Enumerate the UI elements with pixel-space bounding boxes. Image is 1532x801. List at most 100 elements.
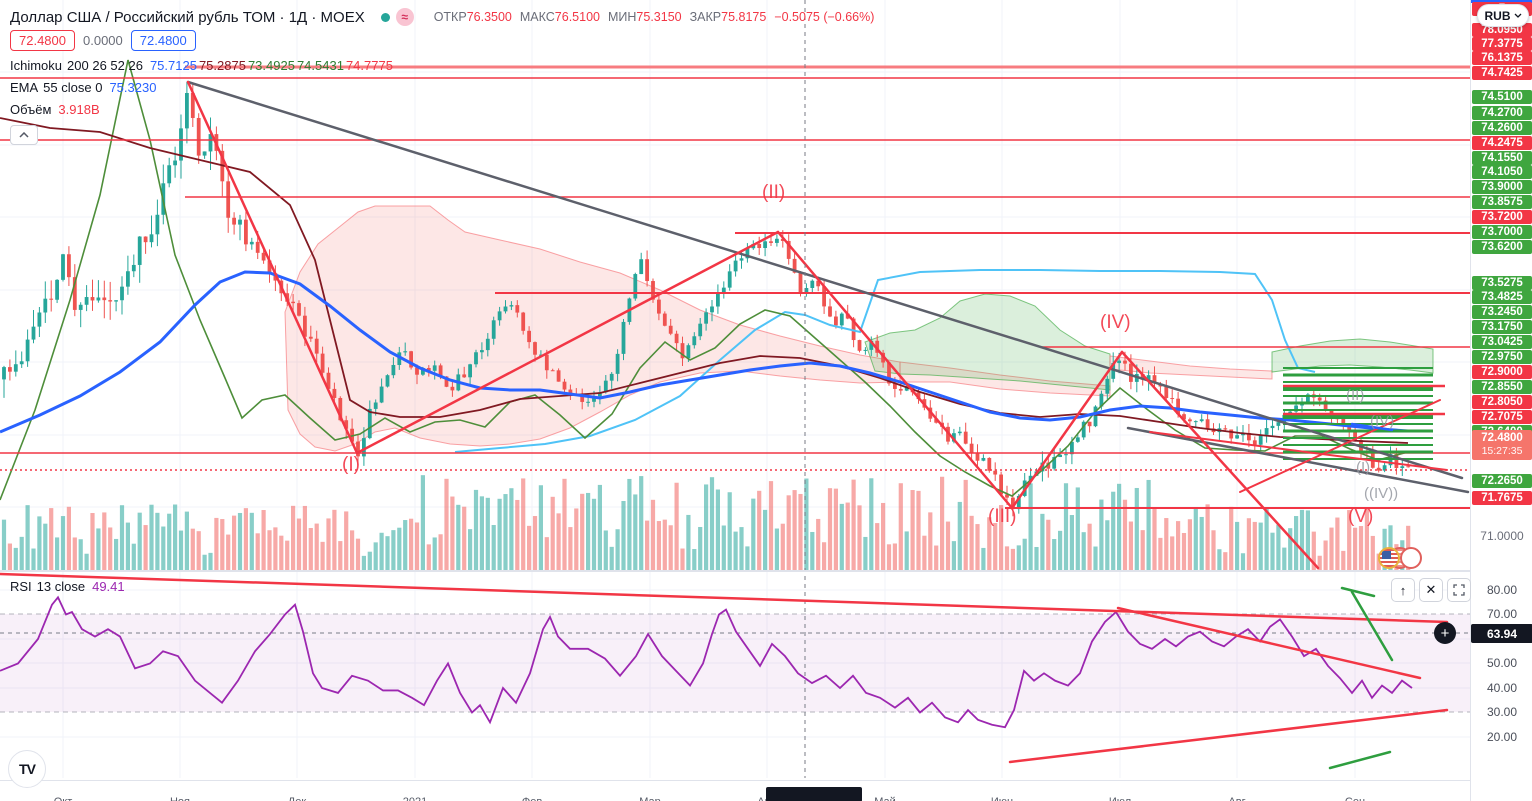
volume-bar [125, 522, 130, 570]
indicator-params: 13 close [36, 579, 86, 594]
price-axis-label: 73.8575 [1472, 195, 1532, 209]
candle-body [1005, 494, 1009, 498]
volume-bar [1122, 499, 1128, 570]
volume-bar [1258, 522, 1263, 570]
price-line-box[interactable]: 0.0000 [81, 31, 125, 50]
volume-bar [178, 530, 184, 570]
pane-close-button[interactable]: ✕ [1419, 578, 1443, 602]
candle-body [167, 165, 172, 184]
ohlc-item: ОТКР76.3500 [434, 10, 512, 24]
volume-bar [473, 489, 479, 570]
candle-body [615, 353, 620, 374]
volume-bar [90, 513, 95, 570]
elliott-wave-label-grey[interactable]: (I) [1356, 459, 1370, 476]
ema-line [0, 270, 1409, 434]
rsi-trend-line [1008, 708, 1449, 764]
candle-body [102, 297, 107, 301]
candle-body [1235, 435, 1239, 439]
price-axis-label: 72.7075 [1472, 410, 1532, 424]
elliott-wave-label-grey[interactable]: (II) [1346, 387, 1364, 404]
price-axis-label: 73.4825 [1472, 290, 1532, 304]
elliott-wave-label[interactable]: (III) [988, 506, 1017, 527]
volume-bar [940, 476, 945, 570]
price-chart-canvas[interactable]: (I) (II) (III) (IV) (V) (II) (IV) (I) ((IV)) [0, 0, 1470, 780]
candle-body [810, 280, 815, 288]
candle-body [657, 299, 661, 314]
candle-body [1075, 437, 1080, 442]
candle-body [963, 431, 968, 444]
volume-bar [609, 546, 614, 570]
volume-bar [1288, 528, 1293, 570]
trend-line [1126, 426, 1470, 494]
volume-bar [1, 519, 7, 570]
candle-body [143, 236, 148, 243]
rsi-trend-line-green [1328, 750, 1392, 770]
currency-toggle-button[interactable]: RUB [1477, 4, 1529, 27]
volume-bar [957, 501, 962, 570]
price-axis-label: 72.8050 [1472, 395, 1532, 409]
elliott-wave-label-grey[interactable]: ((IV)) [1364, 485, 1398, 502]
maximize-icon [1453, 584, 1465, 596]
volume-bar [934, 545, 939, 570]
candle-body [668, 325, 673, 334]
candle-body [273, 273, 278, 281]
candle-body [568, 389, 573, 394]
elliott-wave-label[interactable]: (V) [1348, 506, 1373, 527]
candle-body [816, 280, 821, 287]
volume-bar [450, 496, 455, 570]
candle-body [314, 338, 319, 354]
volume-bar [409, 518, 414, 570]
volume-bar [220, 519, 225, 570]
indicator-rsi[interactable]: RSI 13 close 49.41 [10, 579, 125, 594]
indicator-params: 55 close 0 [43, 80, 103, 95]
time-axis[interactable]: ОктНояДек2021ФевМарАпрМайИюнИюлАвгСен [0, 780, 1470, 801]
volume-bar [763, 509, 768, 570]
volume-bar [1004, 546, 1010, 570]
pane-maximize-button[interactable] [1447, 578, 1471, 602]
candle-body [72, 277, 77, 310]
indicator-values: 75.7125 75.2875 73.4925 74.5431 74.7775 [148, 58, 393, 73]
ohlc-value: 76.5100 [554, 10, 600, 24]
indicator-volume[interactable]: Объём 3.918B [10, 102, 874, 117]
rsi-axis-label: 70.00 [1486, 607, 1518, 621]
volume-bar [379, 532, 384, 570]
volume-bar [680, 548, 685, 570]
volume-bar [60, 516, 66, 570]
elliott-wave-label[interactable]: (II) [762, 182, 785, 203]
candle-body [432, 365, 437, 371]
indicator-ema[interactable]: EMA 55 close 0 75.3230 [10, 80, 874, 95]
volume-bar [792, 490, 797, 570]
candle-body [338, 397, 343, 421]
volume-bar [845, 502, 850, 570]
indicator-ichimoku[interactable]: Ichimoku 200 26 52 26 75.7125 75.2875 73.4… [10, 58, 874, 73]
ohlc-item: МАКС76.5100 [520, 10, 600, 24]
candle-body [1052, 457, 1057, 469]
elliott-wave-label[interactable]: (I) [342, 454, 360, 475]
tenkan-line [0, 59, 1409, 501]
symbol-title[interactable]: Доллар США / Российский рубль ТОМ · 1Д ·… [10, 8, 365, 26]
price-line-box[interactable]: 72.4800 [10, 30, 75, 51]
candle-body [1306, 394, 1310, 402]
volume-bar [1075, 487, 1080, 570]
tradingview-logo[interactable]: TV [8, 750, 46, 788]
candle-body [1111, 363, 1116, 379]
legend-collapse-button[interactable] [10, 125, 38, 145]
pane-move-up-button[interactable]: ↑ [1391, 578, 1415, 602]
candle-body [716, 292, 720, 307]
elliott-wave-label-grey[interactable]: (IV) [1370, 413, 1394, 430]
candle-body [792, 258, 797, 273]
add-alert-plus-icon[interactable]: + [1434, 622, 1456, 644]
elliott-wave-label[interactable]: (IV) [1100, 312, 1131, 333]
price-axis[interactable]: RUB 778.095077.377576.137574.742574.5100… [1470, 0, 1532, 801]
volume-bar [1329, 527, 1334, 570]
economic-events-flags-icon[interactable] [1378, 547, 1422, 569]
price-line-box[interactable]: 72.4800 [130, 30, 196, 51]
volume-bar [1341, 550, 1346, 570]
ohlc-label: МИН [607, 10, 637, 24]
volume-bar [1217, 549, 1222, 570]
candle-body [13, 364, 18, 372]
volume-bar [633, 494, 638, 570]
candle-body [1223, 428, 1228, 430]
candle-body [1270, 425, 1275, 429]
